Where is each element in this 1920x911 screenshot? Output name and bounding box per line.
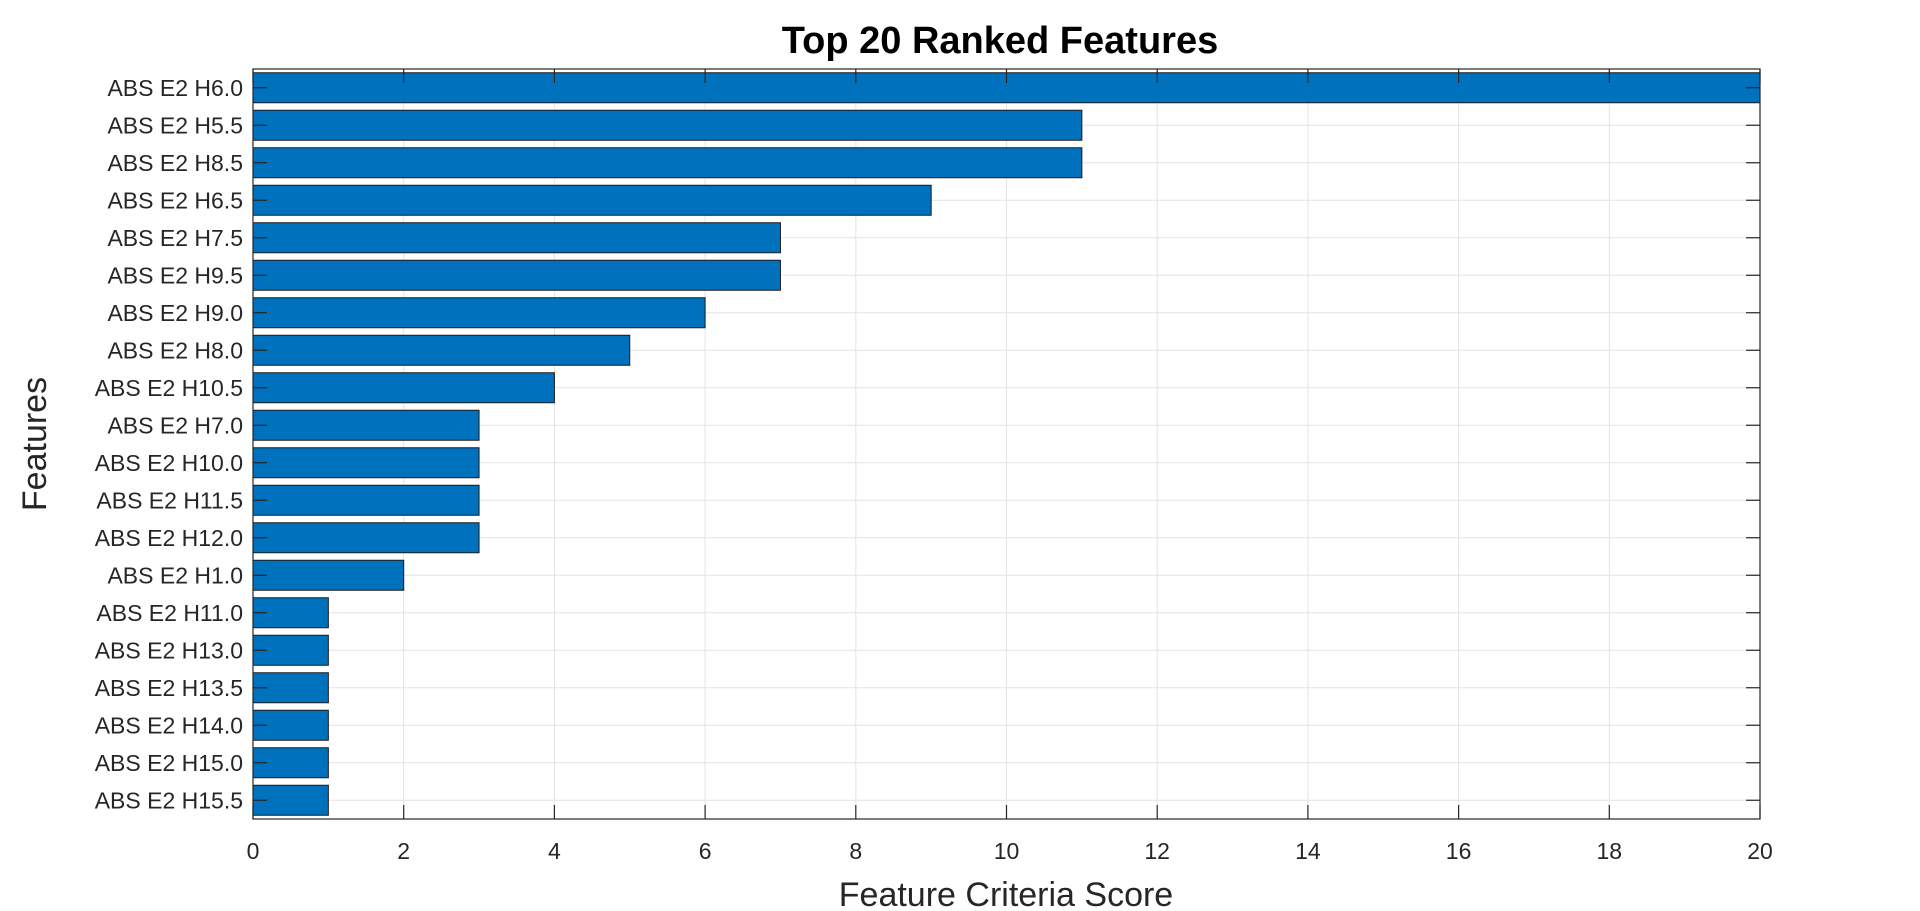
y-tick-label: ABS E2 H8.5 [107, 150, 243, 176]
y-axis-label: Features [16, 377, 54, 511]
y-tick-label: ABS E2 H12.0 [95, 525, 243, 551]
x-tick-label: 0 [247, 838, 260, 864]
x-tick-label: 8 [849, 838, 862, 864]
x-tick-labels: 0 2 4 6 8 10 12 14 16 18 20 [247, 838, 1773, 864]
x-tick-label: 18 [1597, 838, 1623, 864]
bar [252, 222, 781, 254]
y-tick-label: ABS E2 H11.0 [96, 600, 243, 626]
bar [252, 709, 329, 741]
y-tick-label: ABS E2 H15.0 [95, 750, 243, 776]
bar [252, 147, 1083, 179]
x-axis-label: Feature Criteria Score [839, 876, 1173, 911]
grid-lines [252, 69, 1761, 819]
y-tick-label: ABS E2 H10.5 [95, 375, 243, 401]
x-tick-label: 16 [1446, 838, 1472, 864]
y-tick-label: ABS E2 H10.0 [95, 450, 243, 476]
y-tick-label: ABS E2 H13.0 [95, 637, 243, 663]
y-tick-label: ABS E2 H9.0 [107, 300, 243, 326]
y-tick-label: ABS E2 H8.0 [107, 337, 243, 363]
y-tick-label: ABS E2 H9.5 [107, 262, 243, 288]
bar [252, 372, 555, 404]
y-tick-label: ABS E2 H6.5 [107, 187, 243, 213]
chart-title: Top 20 Ranked Features [782, 20, 1218, 62]
x-tick-label: 10 [994, 838, 1020, 864]
y-tick-label: ABS E2 H6.0 [107, 75, 243, 101]
bar [252, 409, 480, 441]
x-tick-label: 20 [1747, 838, 1773, 864]
bar [252, 484, 480, 516]
x-tick-label: 4 [548, 838, 561, 864]
y-tick-label: ABS E2 H5.5 [107, 112, 243, 138]
bar [252, 259, 781, 291]
bar [252, 109, 1083, 141]
axis-ticks [252, 69, 1761, 819]
bars [252, 72, 1761, 816]
y-tick-labels: ABS E2 H6.0 ABS E2 H5.5 ABS E2 H8.5 ABS E2 … [95, 75, 243, 814]
x-tick-label: 2 [397, 838, 410, 864]
y-tick-label: ABS E2 H7.5 [107, 225, 243, 251]
bar [252, 559, 405, 591]
x-tick-label: 12 [1144, 838, 1170, 864]
bar [252, 184, 932, 216]
bar [252, 334, 631, 366]
y-tick-label: ABS E2 H1.0 [107, 562, 243, 588]
y-tick-label: ABS E2 H11.5 [96, 487, 243, 513]
x-tick-label: 6 [699, 838, 712, 864]
bar [252, 297, 706, 329]
y-tick-label: ABS E2 H15.5 [95, 787, 243, 813]
bar [252, 447, 480, 479]
y-tick-label: ABS E2 H7.0 [107, 412, 243, 438]
y-tick-label: ABS E2 H14.0 [95, 712, 243, 738]
bar [252, 522, 480, 554]
y-tick-label: ABS E2 H13.5 [95, 675, 243, 701]
x-tick-label: 14 [1295, 838, 1321, 864]
